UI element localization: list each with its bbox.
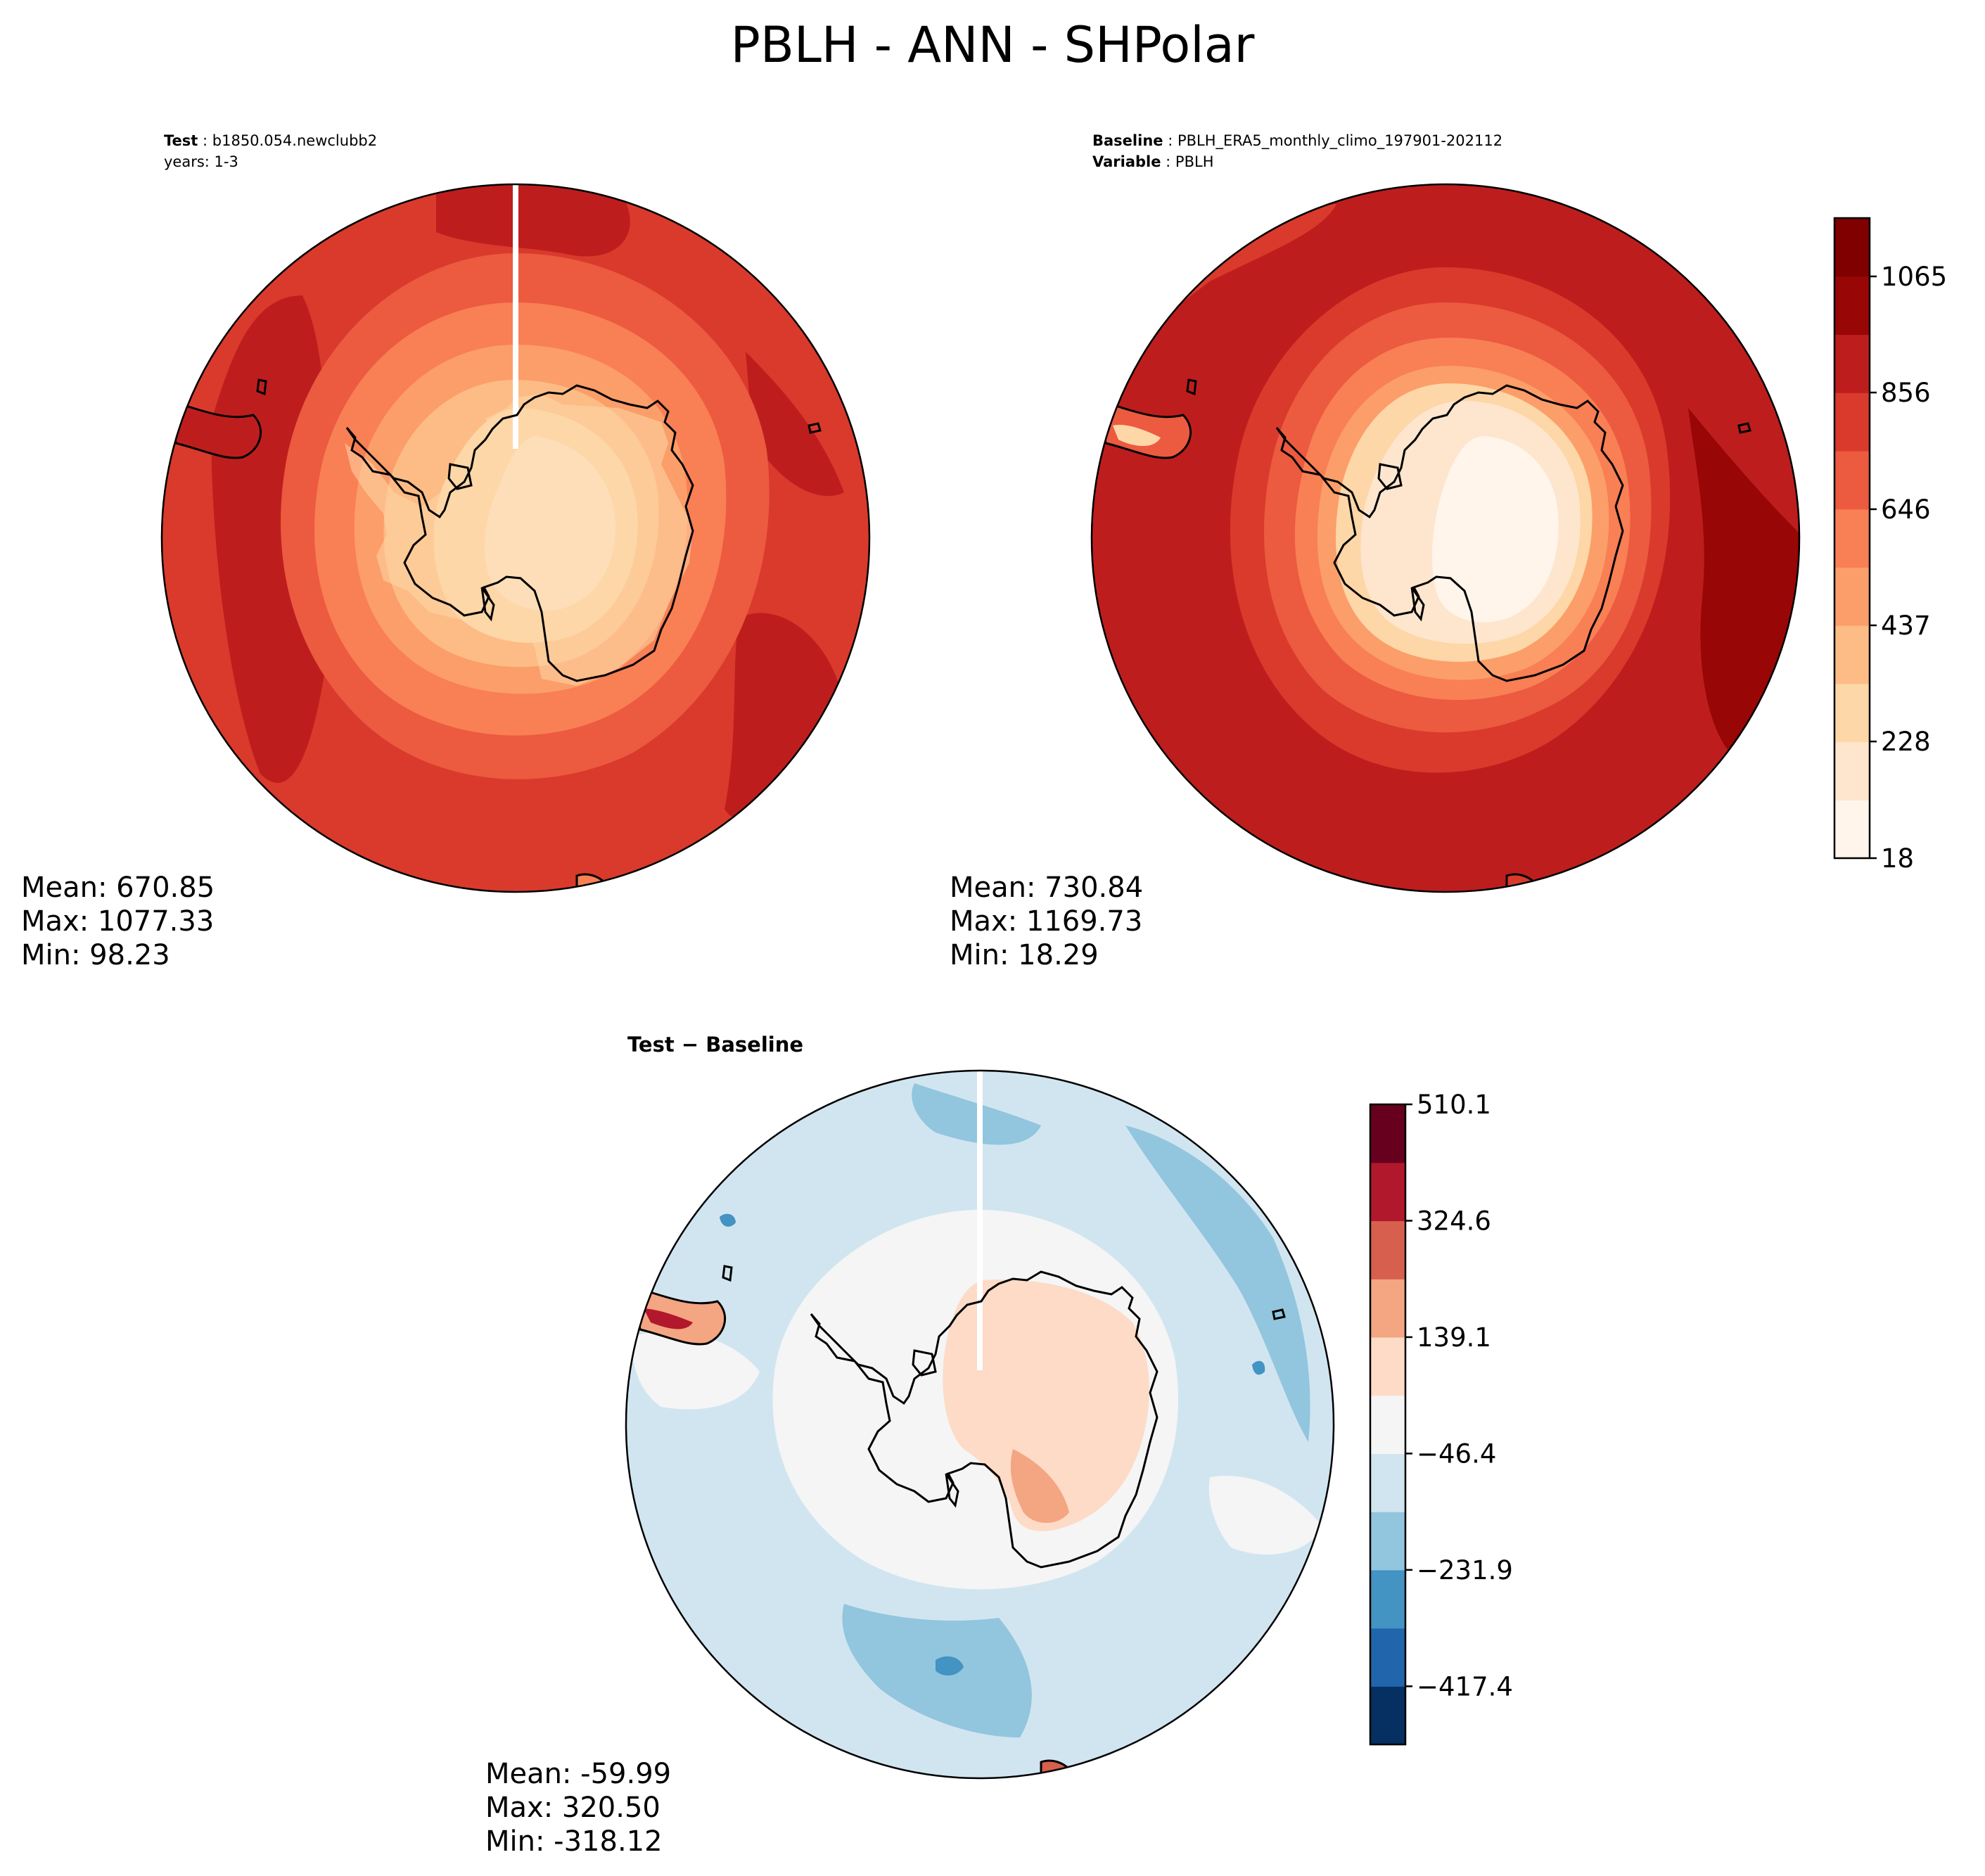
baseline-colorbar-tick-label: 228 [1881,727,1931,757]
baseline-colorbar-tick-label: 646 [1881,494,1931,525]
diff-colorbar-segment [1370,1104,1405,1163]
test-case-name: b1850.054.newclubb2 [212,132,378,149]
baseline-colorbar-segment [1834,334,1870,393]
baseline-header: Baseline : PBLH_ERA5_monthly_climo_19790… [1092,132,1503,170]
baseline-colorbar-segment [1834,218,1870,277]
diff-colorbar: 510.1 324.6 139.1 −46.4 −231.9 −417.4 [1369,1090,1513,1746]
test-map-border [160,183,871,893]
baseline-max: Max: 1169.73 [950,905,1143,938]
diff-colorbar-segment [1370,1453,1405,1512]
diff-map-border [625,1069,1335,1780]
test-min: Min: 98.23 [21,939,170,971]
variable-label: Variable [1092,153,1161,170]
diff-colorbar-tick-label: −417.4 [1417,1671,1513,1702]
diff-colorbar-tick-label: 139.1 [1417,1322,1491,1353]
test-header: Test : b1850.054.newclubb2 years: 1-3 [164,130,377,172]
baseline-colorbar-segment [1834,450,1870,510]
test-years: years: 1-3 [164,153,238,170]
test-max: Max: 1077.33 [21,905,215,938]
baseline-case-name: PBLH_ERA5_monthly_climo_197901-202112 [1177,132,1503,149]
baseline-colorbar-segment [1834,741,1870,800]
diff-colorbar-segment [1370,1686,1405,1745]
diff-stats: Mean: -59.99 Max: 320.50 Min: -318.12 [485,1757,671,1858]
baseline-colorbar-tick-label: 437 [1881,611,1931,641]
test-map [162,184,869,892]
baseline-map-border [1090,183,1801,893]
diff-map [626,1071,1334,1778]
baseline-colorbar-frame [1833,217,1871,860]
baseline-colorbar-segment [1834,509,1870,568]
baseline-colorbar-segment [1834,625,1870,684]
baseline-colorbar-segment [1834,683,1870,743]
diff-colorbar-segment [1370,1279,1405,1338]
baseline-colorbar-segment [1834,800,1870,859]
baseline-colorbar-segment [1834,567,1870,626]
baseline-map [1092,184,1799,892]
baseline-colorbar: 18 228 437 646 856 1065 [1833,217,1947,874]
diff-colorbar-tick-label: −231.9 [1417,1555,1513,1585]
baseline-colorbar-segment [1834,276,1870,336]
baseline-colorbar-tick-label: 1065 [1881,262,1947,292]
test-stats: Mean: 670.85 Max: 1077.33 Min: 98.23 [21,871,215,972]
diff-max: Max: 320.50 [485,1792,660,1824]
baseline-colorbar-tick-label: 18 [1881,843,1914,874]
baseline-colorbar-segment [1834,393,1870,452]
test-label: Test [164,132,198,149]
diff-colorbar-segment [1370,1628,1405,1687]
diff-colorbar-tick-label: −46.4 [1417,1438,1496,1469]
diff-colorbar-segment [1370,1336,1405,1396]
diff-colorbar-tick-label: 510.1 [1417,1090,1491,1120]
diff-colorbar-segment [1370,1395,1405,1454]
figure-title: PBLH - ANN - SHPolar [730,16,1255,74]
baseline-mean: Mean: 730.84 [950,872,1144,904]
diff-colorbar-tick-label: 324.6 [1417,1206,1491,1236]
test-mean: Mean: 670.85 [21,872,215,904]
diff-min: Min: -318.12 [485,1825,663,1858]
baseline-colorbar-tick-label: 856 [1881,378,1931,408]
diff-colorbar-segment [1370,1512,1405,1571]
baseline-stats: Mean: 730.84 Max: 1169.73 Min: 18.29 [950,871,1143,972]
variable-name: PBLH [1175,153,1214,170]
diff-colorbar-segment [1370,1220,1405,1280]
diff-colorbar-frame [1369,1103,1407,1746]
diff-colorbar-segment [1370,1162,1405,1222]
diff-colorbar-segment [1370,1569,1405,1629]
baseline-label: Baseline [1092,132,1163,149]
diff-mean: Mean: -59.99 [485,1758,672,1790]
diff-title: Test − Baseline [627,1033,804,1057]
baseline-min: Min: 18.29 [950,939,1099,971]
